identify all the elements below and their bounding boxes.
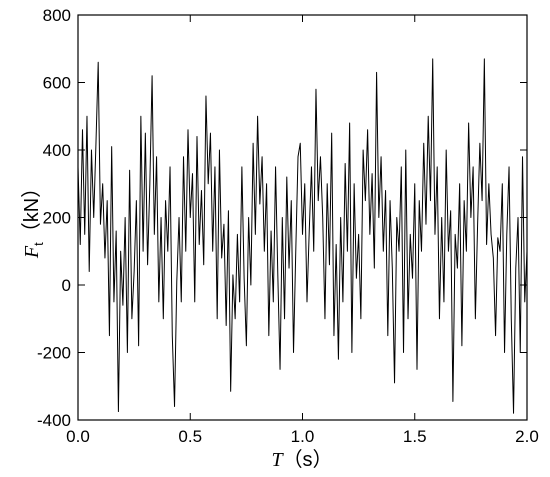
y-tick-label: 400 <box>43 141 71 160</box>
x-axis-label: T（s） <box>271 448 332 471</box>
y-axis-label: Ft（kN） <box>20 178 46 259</box>
y-axis-unit: （kN） <box>20 178 43 242</box>
y-tick-label: 0 <box>62 276 71 295</box>
y-tick-label: 600 <box>43 74 71 93</box>
x-tick-label: 1.5 <box>403 427 427 446</box>
y-tick-label: -200 <box>37 344 71 363</box>
x-tick-label: 2.0 <box>515 427 539 446</box>
data-line <box>77 58 528 414</box>
x-tick-label: 0.0 <box>66 427 90 446</box>
y-tick-label: 800 <box>43 6 71 25</box>
y-tick-label: -400 <box>37 411 71 430</box>
x-axis-symbol: T <box>271 449 284 471</box>
x-axis-unit: （s） <box>283 448 333 471</box>
y-tick-label: 200 <box>43 209 71 228</box>
x-tick-label: 1.0 <box>291 427 315 446</box>
y-axis-subscript: t <box>31 242 46 246</box>
y-axis-symbol: F <box>21 245 43 259</box>
x-tick-label: 0.5 <box>178 427 202 446</box>
